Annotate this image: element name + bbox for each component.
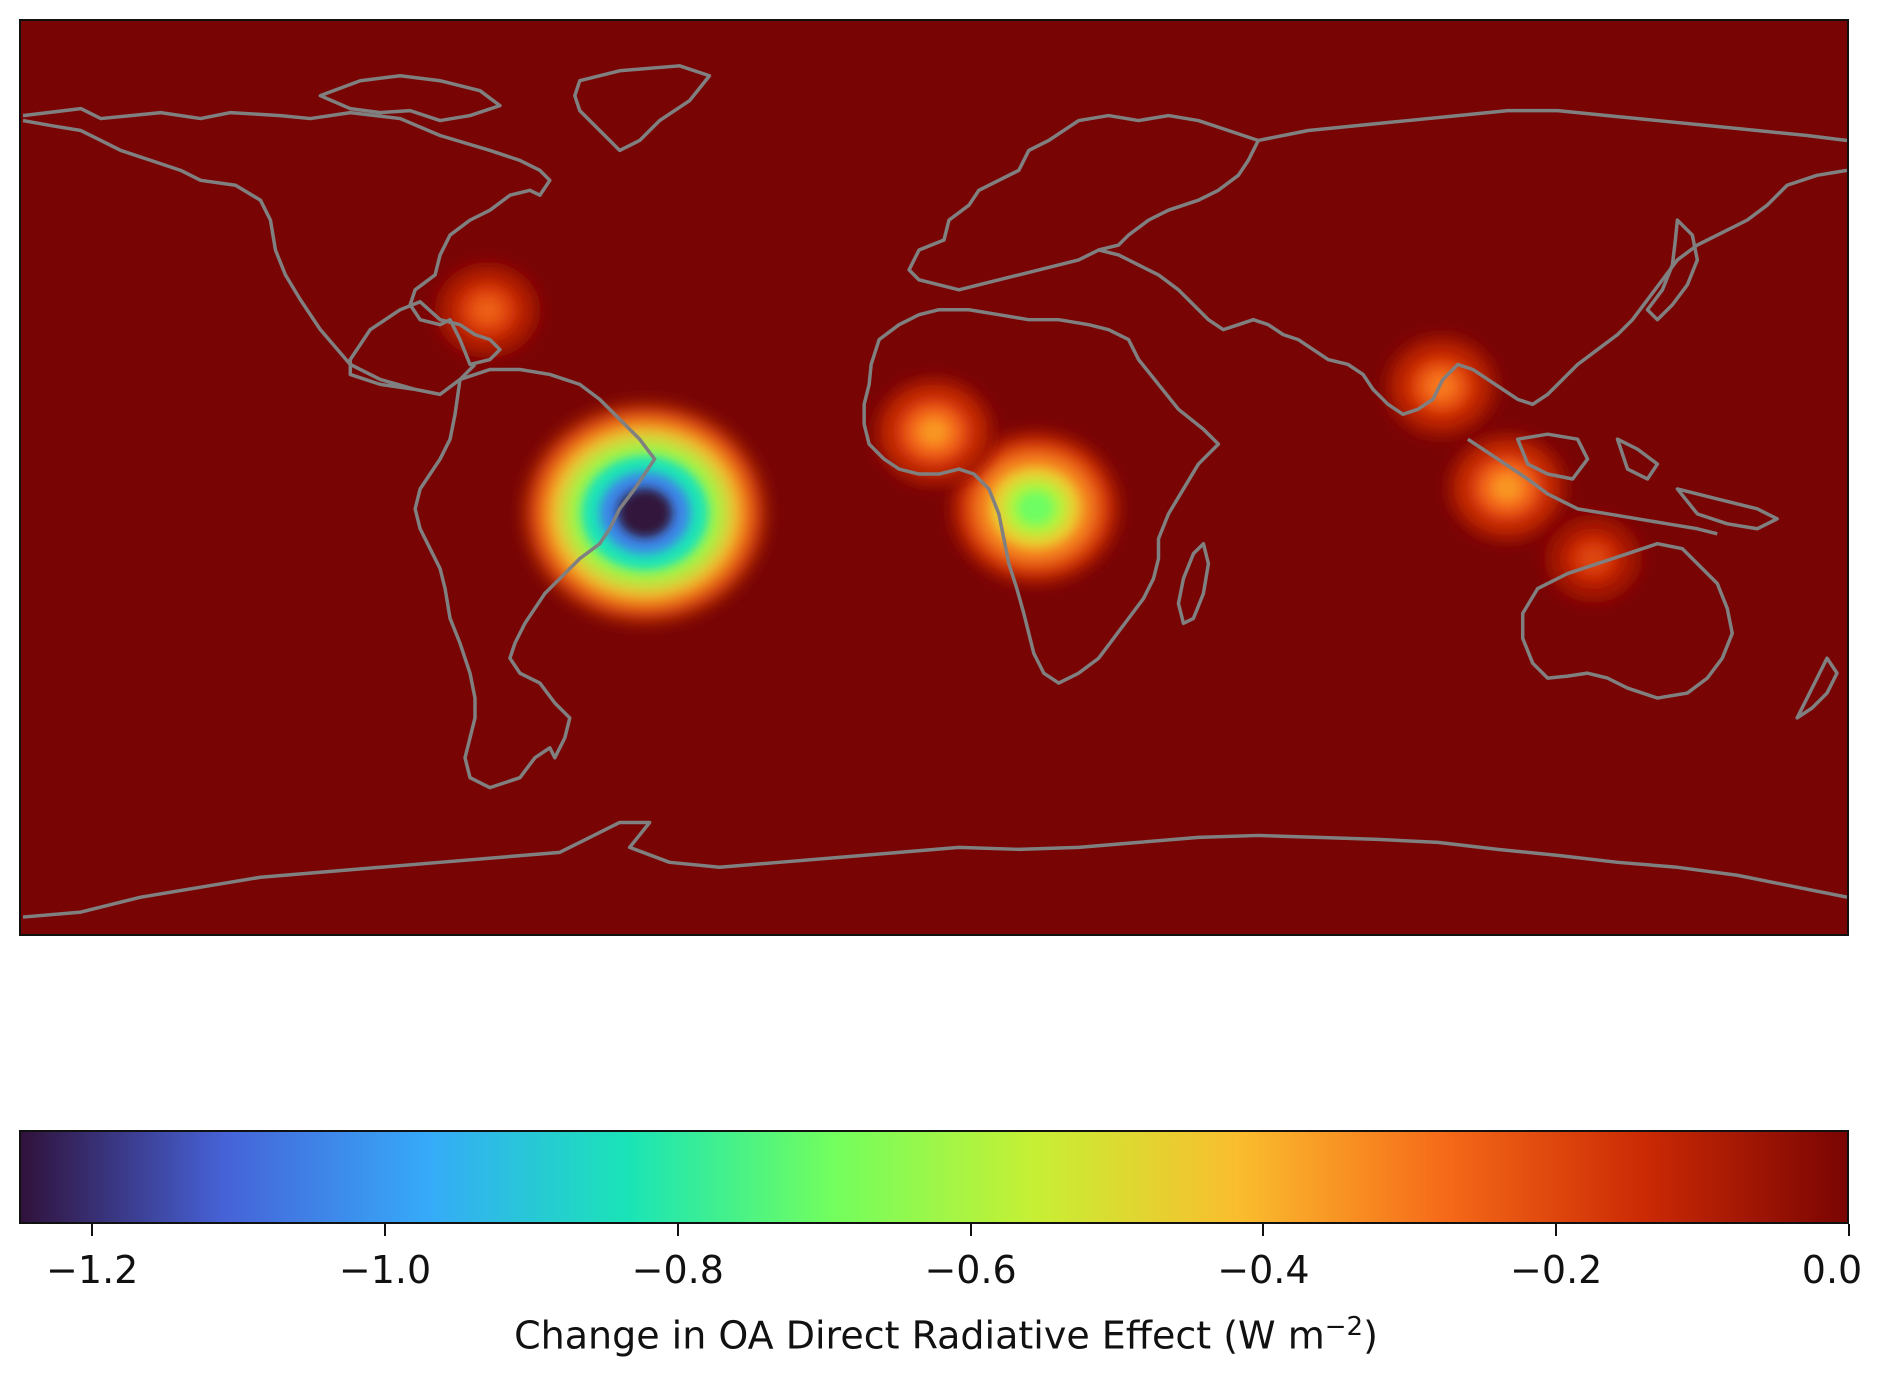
europe-coastline: [907, 113, 1261, 292]
colorbar-tick-label: 0.0: [1801, 1248, 1863, 1292]
colorbar-tick: [1848, 1224, 1850, 1236]
radiative-effect-map: [21, 21, 1847, 934]
colorbar-tick: [1262, 1224, 1265, 1236]
colorbar-tick-label: −1.0: [338, 1248, 432, 1292]
new-zealand-coastline: [1795, 656, 1839, 720]
south-america-coastline: [413, 367, 657, 790]
colorbar-label: Change in OA Direct Radiative Effect (W …: [0, 1312, 1892, 1358]
colorbar-tick: [676, 1224, 679, 1236]
colorbar-tick-label: −0.8: [631, 1248, 724, 1292]
australia-coastline: [1520, 541, 1734, 700]
coastlines: [22, 64, 1847, 919]
map-panel: [19, 19, 1849, 936]
indonesia-coastline: [1466, 432, 1779, 536]
arctic-islands-coastline: [318, 74, 502, 123]
colorbar: [19, 1130, 1849, 1224]
greenland-coastline: [573, 64, 712, 153]
colorbar-tick: [91, 1224, 94, 1236]
colorbar-tick: [384, 1224, 386, 1236]
hotspot-eastern-united-states: [475, 299, 500, 322]
colorbar-label-exponent: −2: [1324, 1312, 1364, 1342]
hotspot-west-africa-sahel: [920, 419, 948, 445]
hotspot-indonesia: [1493, 475, 1521, 500]
north-america-coastline: [22, 106, 552, 397]
heat-field: [434, 262, 1643, 620]
colorbar-label-prefix: Change in OA Direct Radiative Effect (W …: [514, 1313, 1325, 1358]
hotspot-amazon-basin: [617, 488, 673, 538]
colorbar-tick-label: −0.6: [924, 1248, 1017, 1292]
africa-coastline: [862, 307, 1221, 685]
colorbar-tick-label: −0.4: [1217, 1248, 1310, 1292]
colorbar-tick-label: −0.2: [1510, 1248, 1603, 1292]
japan-coastline: [1645, 218, 1700, 322]
colorbar-label-suffix: ): [1363, 1313, 1378, 1358]
antarctica-coastline: [22, 820, 1847, 919]
colorbar-tick: [1555, 1224, 1558, 1236]
madagascar-coastline: [1176, 541, 1211, 626]
colorbar-tick-label: −1.2: [46, 1248, 139, 1292]
hotspot-central-africa: [1016, 490, 1055, 526]
colorbar-tick: [969, 1224, 972, 1236]
